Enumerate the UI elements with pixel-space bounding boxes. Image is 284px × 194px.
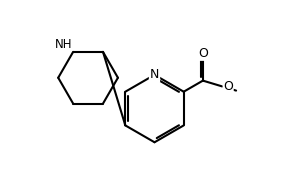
- Text: NH: NH: [55, 38, 72, 51]
- Text: N: N: [150, 68, 159, 81]
- Text: O: O: [198, 47, 208, 60]
- Text: O: O: [223, 80, 233, 93]
